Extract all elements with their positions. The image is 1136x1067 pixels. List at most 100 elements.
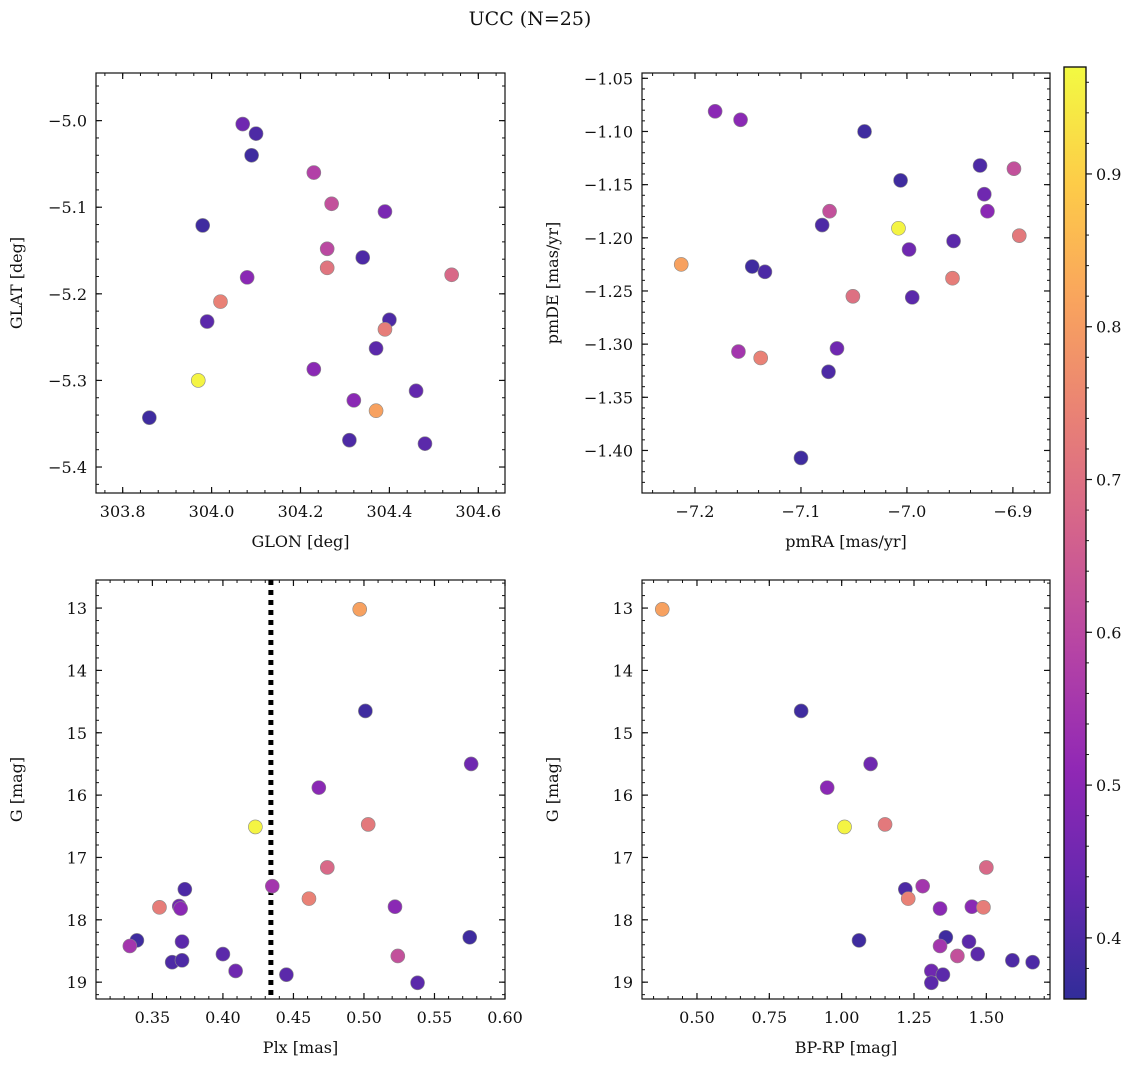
data-point [935,967,951,982]
data-point [174,953,190,968]
x-tick-label: 1.00 [824,1008,860,1027]
data-point [814,217,830,233]
data-point [244,147,259,163]
y-tick-label: 17 [613,848,633,867]
data-point [444,267,459,283]
data-point [946,233,961,249]
axes-frame [95,579,506,1000]
data-point [829,341,845,356]
data-point [215,946,231,962]
data-point [970,946,985,962]
x-tick-label: 0.50 [679,1008,715,1027]
y-axis-label: GLAT [deg] [7,237,26,329]
data-point [279,967,294,982]
axes-frame [641,579,1051,1000]
data-point [976,186,992,202]
data-point [857,124,872,139]
data-point [837,819,852,835]
colorbar-tick-label: 0.5 [1096,776,1121,795]
axes-frame [95,72,506,494]
x-tick-label: 0.55 [417,1008,453,1027]
y-axis-label: pmDE [mas/yr] [543,222,562,345]
colorbar-tick-label: 0.6 [1096,623,1121,642]
data-point [979,860,994,875]
data-point [731,344,746,359]
data-point [352,602,368,617]
data-point [863,756,878,772]
data-point [976,900,991,915]
data-point [410,975,425,991]
data-point [235,116,251,132]
data-point [199,314,215,329]
y-tick-label: 18 [67,911,87,930]
x-tick-label: 0.50 [346,1008,382,1027]
y-tick-label: −1.30 [584,335,633,354]
axes-frame [641,72,1051,494]
y-tick-label: 15 [613,724,633,743]
data-point [358,703,373,719]
data-point [961,934,977,949]
panels-group: 303.8 304.0 304.2 304.4 304.6 −5.4 −5.3 −5.2 −5.… [7,69,1051,1057]
y-tick-label: −5.4 [48,458,87,477]
data-point [311,780,327,795]
data-point [654,602,670,617]
data-point [360,817,376,832]
data-point [877,817,893,832]
y-tick-label: 16 [613,786,633,805]
x-tick-label: 304.2 [278,502,324,521]
data-point [462,929,478,945]
data-point [319,860,335,875]
panel-pmra-pmde: −7.2 −7.1 −7.0 −6.9 −1.40 −1.35 −1.30 −1.25 −1.2… [543,69,1051,551]
y-tick-label: 15 [67,724,87,743]
y-tick-label: −1.05 [584,69,633,88]
colorbar-tick-label: 0.8 [1096,318,1121,337]
colorbar-frame [1063,66,1087,1000]
y-tick-label: 16 [67,786,87,805]
y-axis-label: G [mag] [543,757,562,822]
data-point [239,270,255,285]
panel-glon-glat: 303.8 304.0 304.2 304.4 304.6 −5.4 −5.3 −5.2 −5.… [7,72,506,551]
x-tick-label: 0.40 [205,1008,241,1027]
data-point [368,341,384,356]
data-point [213,294,228,309]
data-point [177,881,193,897]
y-tick-label: 18 [613,911,633,930]
data-point [355,250,371,265]
data-point [950,948,965,964]
y-tick-label: −5.0 [48,112,87,131]
data-point [1011,228,1027,243]
x-tick-label: 0.75 [752,1008,788,1027]
y-tick-label: −1.10 [584,122,633,141]
data-point [1025,954,1040,970]
data-point [463,756,479,772]
y-tick-label: −1.40 [584,441,633,460]
data-point [753,350,768,366]
data-point [733,112,748,128]
data-point [821,364,836,380]
data-point [122,938,138,954]
y-tick-label: 19 [613,973,633,992]
data-point [417,436,433,451]
y-tick-label: −1.15 [584,176,633,195]
data-point [673,257,689,272]
x-tick-label: 1.25 [896,1008,932,1027]
x-axis-label: pmRA [mas/yr] [785,532,907,551]
data-point [248,819,263,835]
x-tick-label: 304.4 [367,502,413,521]
data-point [980,203,995,219]
data-point [319,241,335,257]
data-point [744,259,760,274]
data-point [932,901,948,916]
data-point [757,264,773,280]
data-point [195,218,210,233]
y-tick-label: 19 [67,973,87,992]
y-tick-label: −1.35 [584,388,633,407]
x-tick-label: 1.50 [969,1008,1005,1027]
data-point [377,204,393,219]
x-tick-label: 0.35 [135,1008,171,1027]
data-point [819,780,835,795]
data-point [306,165,322,180]
data-point [900,891,916,906]
y-tick-label: −5.1 [48,198,87,217]
